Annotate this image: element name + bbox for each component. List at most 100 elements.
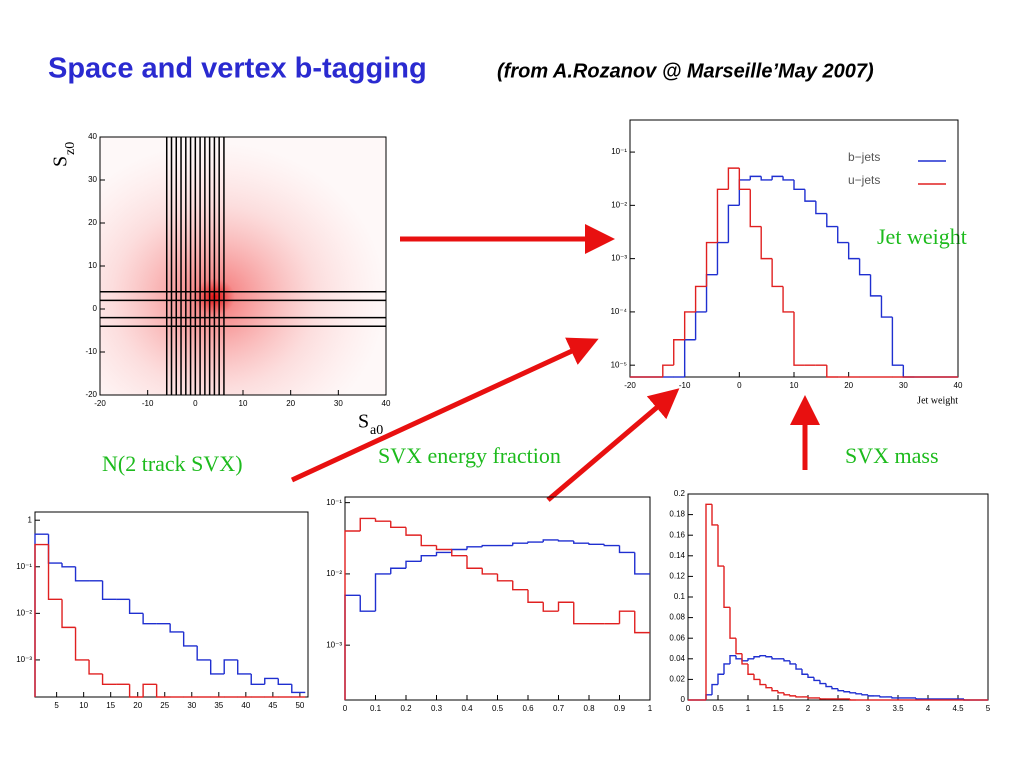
y-axis-label: Sz0 bbox=[50, 142, 79, 167]
histogram-bin bbox=[727, 167, 740, 190]
histogram-bin bbox=[359, 517, 376, 531]
histogram-bin bbox=[683, 339, 696, 377]
x-tick-label: 0 bbox=[737, 381, 742, 390]
histogram-bin bbox=[374, 573, 391, 612]
histogram-bin bbox=[557, 601, 574, 612]
y-tick-label: -20 bbox=[85, 390, 97, 399]
x-tick-label: 40 bbox=[382, 399, 391, 408]
histogram-bin bbox=[837, 226, 849, 244]
arrow bbox=[290, 337, 599, 483]
histogram-bin bbox=[879, 695, 886, 698]
histogram-bin bbox=[847, 242, 860, 260]
histogram-bin bbox=[819, 680, 826, 685]
histogram-bin bbox=[819, 697, 826, 700]
histogram-bin bbox=[128, 684, 144, 698]
y-tick-label: 0.08 bbox=[669, 613, 685, 622]
histogram-bin bbox=[155, 684, 171, 698]
histogram-bin bbox=[705, 503, 712, 700]
histogram-bin bbox=[793, 179, 805, 191]
histogram-bin bbox=[738, 168, 751, 191]
x-tick-label: -10 bbox=[142, 399, 154, 408]
histogram-bin bbox=[723, 663, 730, 675]
histogram-bin bbox=[420, 535, 437, 547]
histogram-bin bbox=[61, 563, 76, 568]
histogram-bin bbox=[481, 544, 498, 547]
histogram-bin bbox=[603, 544, 620, 547]
x-tick-label: 35 bbox=[214, 701, 223, 710]
histogram-bin bbox=[481, 568, 498, 575]
source: (from A.Rozanov @ Marseille’May 2007) bbox=[497, 60, 874, 82]
histogram-bin bbox=[735, 655, 742, 660]
histogram-bin bbox=[825, 683, 832, 688]
histogram-bin bbox=[783, 692, 790, 696]
histogram-bin bbox=[807, 696, 814, 699]
histogram-bin bbox=[405, 527, 422, 536]
x-tick-label: 40 bbox=[954, 381, 963, 390]
x-tick-label: 5 bbox=[986, 704, 991, 713]
histogram-bin bbox=[705, 273, 718, 312]
x-tick-label: -10 bbox=[679, 381, 691, 390]
histogram-bin bbox=[869, 274, 882, 297]
histogram-bin bbox=[451, 548, 467, 553]
x-tick-label: 0.5 bbox=[712, 704, 724, 713]
histogram-bin bbox=[826, 213, 838, 228]
histogram-bin bbox=[783, 658, 790, 662]
histogram-bin bbox=[747, 663, 754, 675]
histogram-bin bbox=[61, 599, 76, 629]
y-tick-label: 0.04 bbox=[669, 654, 685, 663]
histogram-bin bbox=[861, 693, 868, 696]
histogram-bin bbox=[435, 545, 452, 551]
histogram-bin bbox=[815, 201, 827, 215]
y-tick-label: 30 bbox=[88, 175, 97, 184]
y-tick-label: 40 bbox=[88, 132, 97, 141]
histogram-bin bbox=[47, 544, 63, 601]
histogram-bin bbox=[891, 317, 904, 366]
y-tick-label: 10⁻³ bbox=[611, 254, 627, 263]
histogram-bin bbox=[634, 611, 650, 634]
x-tick-label: 10 bbox=[239, 399, 248, 408]
histogram-bin bbox=[128, 599, 144, 615]
x-tick-label: 20 bbox=[133, 701, 142, 710]
histogram-bin bbox=[801, 669, 808, 675]
y-tick-label: 1 bbox=[28, 515, 33, 524]
histogram-bin bbox=[405, 560, 422, 569]
histogram-bin bbox=[705, 241, 718, 287]
x-tick-label: 10 bbox=[790, 381, 799, 390]
y-tick-label: 0.1 bbox=[674, 592, 686, 601]
x-tick-label: 2 bbox=[806, 704, 811, 713]
histogram-bin bbox=[344, 530, 361, 700]
histogram-bin bbox=[223, 659, 238, 674]
x-tick-label: 4.5 bbox=[952, 704, 964, 713]
histogram-bin bbox=[771, 656, 778, 660]
x-tick-label: 4 bbox=[926, 704, 931, 713]
y-tick-label: -10 bbox=[85, 347, 97, 356]
x-tick-label: 0 bbox=[343, 704, 348, 713]
x-tick-label: 0.6 bbox=[522, 704, 534, 713]
histogram-bin bbox=[813, 677, 820, 682]
histogram-bin bbox=[359, 595, 376, 612]
histogram-bin bbox=[512, 580, 528, 591]
histogram-bin bbox=[527, 541, 544, 544]
histogram-bin bbox=[683, 311, 696, 340]
x-tick-label: 0.3 bbox=[431, 704, 443, 713]
histogram-bin bbox=[291, 684, 306, 694]
histogram-bin bbox=[880, 295, 893, 318]
histogram-bin bbox=[74, 566, 90, 582]
y-tick-label: 10⁻² bbox=[611, 200, 627, 209]
y-tick-label: 0.06 bbox=[669, 633, 685, 642]
histogram-bin bbox=[169, 623, 184, 633]
histogram-bin bbox=[891, 696, 898, 699]
x-tick-label: 45 bbox=[268, 701, 277, 710]
histogram-bin bbox=[142, 683, 157, 697]
histogram-bin bbox=[374, 518, 391, 522]
y-tick-label: 10⁻¹ bbox=[611, 147, 627, 156]
histogram-bin bbox=[662, 364, 674, 377]
histogram-bin bbox=[729, 607, 736, 639]
y-tick-label: 10⁻¹ bbox=[16, 562, 32, 571]
histogram-bin bbox=[466, 546, 483, 550]
histogram-bin bbox=[771, 258, 784, 288]
histogram-bin bbox=[717, 673, 724, 685]
histogram-bin bbox=[804, 189, 816, 202]
histogram-bin bbox=[34, 533, 49, 697]
scatter-cloud bbox=[100, 137, 386, 395]
